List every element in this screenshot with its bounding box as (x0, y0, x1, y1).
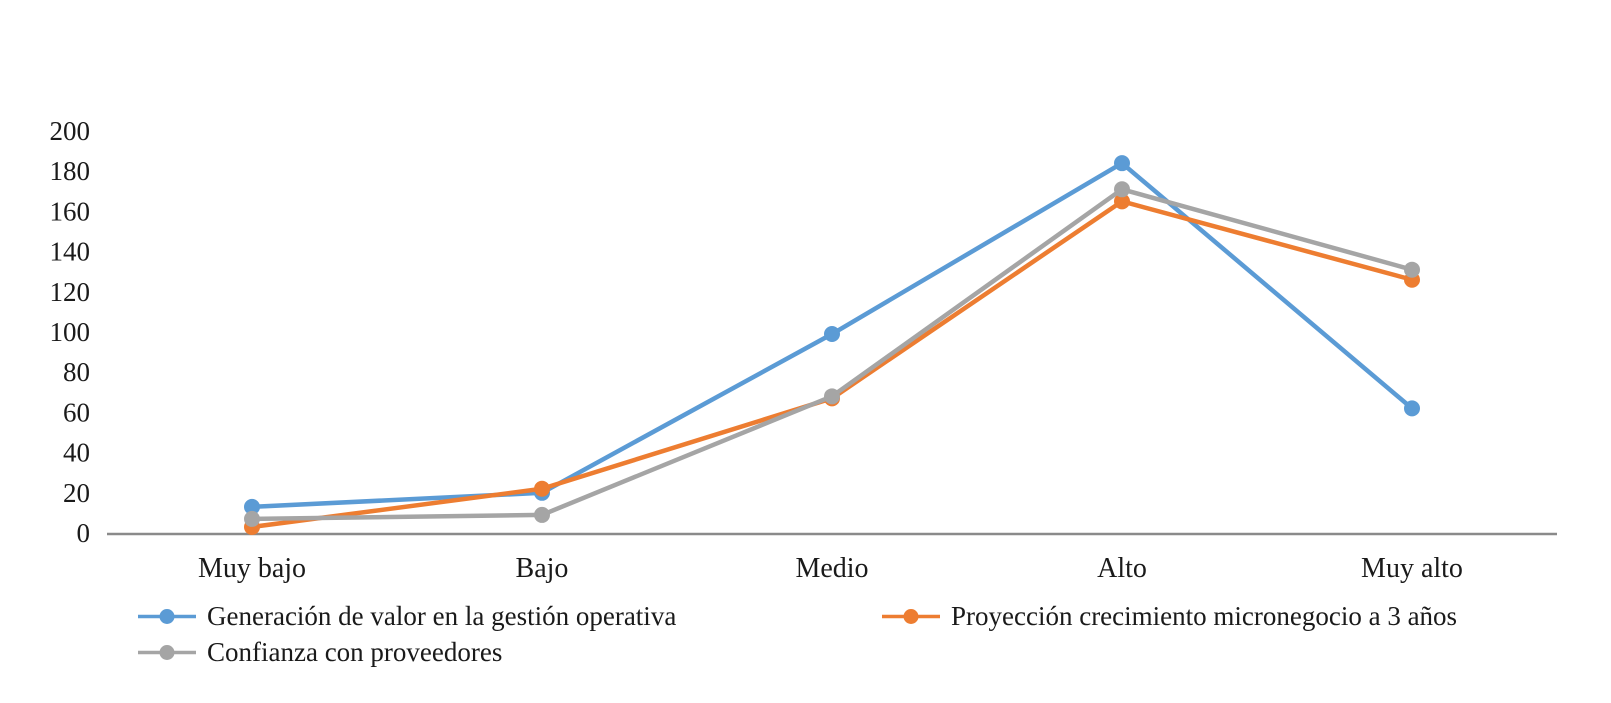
legend-item: Proyección crecimiento micronegocio a 3 … (882, 599, 1457, 633)
x-axis-category-label: Bajo (516, 553, 569, 584)
y-axis-tick-label: 120 (50, 277, 91, 307)
y-axis-tick-label: 80 (63, 357, 90, 387)
data-point-marker (824, 388, 840, 405)
data-point-marker (1404, 261, 1420, 278)
data-point-marker (1114, 193, 1130, 210)
y-axis-tick-label: 180 (50, 156, 91, 186)
series-line-1 (249, 199, 1415, 530)
x-axis-category-label: Alto (1097, 553, 1147, 584)
y-axis-tick-label: 20 (63, 478, 90, 508)
data-point-marker (244, 498, 260, 515)
y-axis-tick-label: 60 (63, 397, 90, 427)
legend-label: Confianza con proveedores (207, 637, 503, 667)
data-point-marker (244, 510, 260, 527)
series-marker-icon (882, 608, 940, 624)
data-point-marker (534, 506, 550, 523)
legend-item: Generación de valor en la gestión operat… (138, 599, 676, 633)
data-point-marker (824, 326, 840, 343)
y-axis-tick-label: 0 (77, 518, 91, 548)
data-point-marker (1404, 400, 1420, 417)
legend-label: Generación de valor en la gestión operat… (207, 601, 677, 631)
y-axis-tick-label: 140 (50, 237, 91, 267)
legend-item: Confianza con proveedores (138, 635, 502, 669)
series-line-2 (249, 187, 1415, 522)
data-point-marker (1114, 181, 1130, 198)
series-marker-icon (138, 608, 196, 624)
legend-label: Proyección crecimiento micronegocio a 3 … (951, 601, 1458, 631)
y-axis-tick-label: 160 (50, 196, 91, 226)
x-axis-category-label: Muy bajo (198, 553, 306, 584)
series-marker-icon (138, 644, 196, 660)
x-axis-category-label: Muy alto (1361, 553, 1463, 584)
data-point-marker (1114, 155, 1130, 172)
y-axis-tick-label: 200 (50, 116, 91, 146)
data-point-marker (534, 480, 550, 497)
y-axis-tick-label: 100 (50, 317, 91, 347)
x-axis-category-label: Medio (795, 553, 868, 584)
y-axis-tick-label: 40 (63, 438, 90, 468)
